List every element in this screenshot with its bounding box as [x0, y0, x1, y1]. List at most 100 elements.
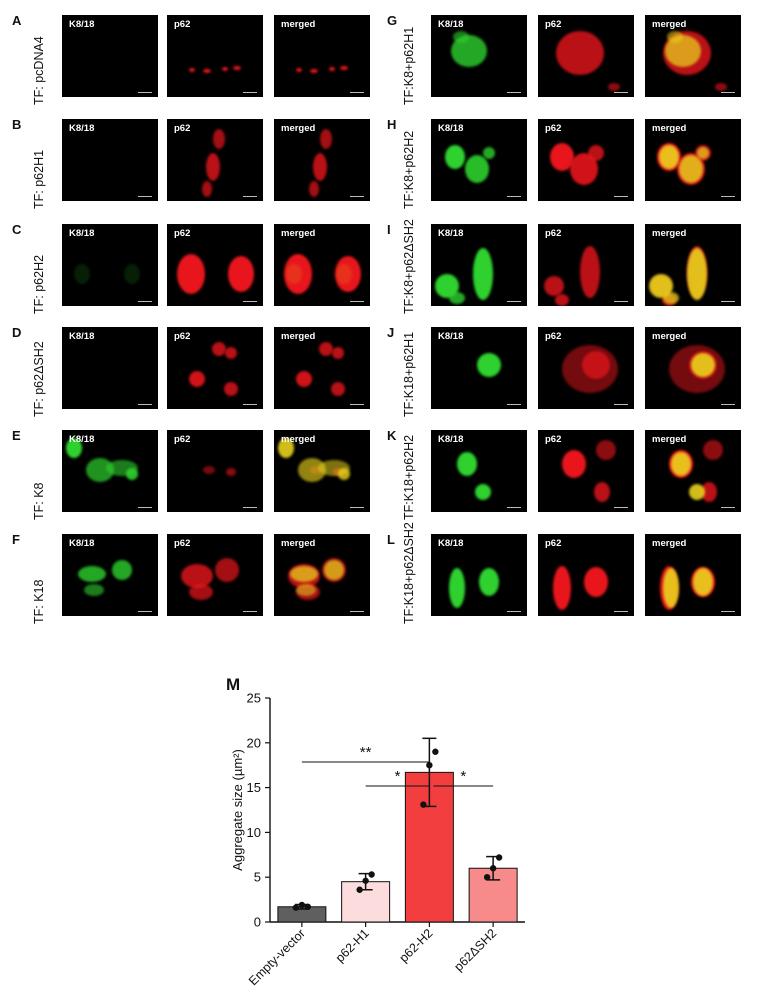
- micrograph-merged: merged: [645, 534, 741, 616]
- scale-bar: [138, 506, 152, 508]
- scale-bar: [507, 610, 521, 612]
- panel-letter: L: [387, 532, 395, 547]
- x-tick-label: p62ΔSH2: [451, 926, 499, 974]
- panel-letter: I: [387, 222, 391, 237]
- channel-label: K8/18: [69, 434, 95, 445]
- channel-label: K8/18: [438, 123, 464, 134]
- micrograph-signal: [445, 145, 495, 183]
- scale-bar: [614, 91, 628, 93]
- scale-bar: [507, 506, 521, 508]
- micrograph-signal: [544, 246, 600, 306]
- channel-label: K8/18: [438, 19, 464, 30]
- micrograph-red: p62: [538, 430, 634, 512]
- scale-bar: [350, 300, 364, 302]
- y-tick-label: 0: [254, 915, 261, 930]
- micrograph-red: p62: [167, 534, 263, 616]
- micrograph-signal: [669, 440, 723, 502]
- data-point: [483, 874, 491, 881]
- panel-letter: D: [12, 325, 22, 340]
- channel-label: merged: [281, 19, 316, 30]
- micrograph-signal: [553, 566, 608, 610]
- data-point: [489, 865, 497, 872]
- data-point: [420, 801, 427, 808]
- channel-label: merged: [652, 434, 687, 445]
- micrograph-signal: [189, 66, 241, 73]
- micrograph-red: p62: [167, 119, 263, 201]
- data-point: [426, 762, 433, 769]
- channel-label: p62: [545, 538, 562, 549]
- data-point: [356, 886, 363, 893]
- micrograph-signal: [449, 568, 499, 608]
- channel-label: merged: [652, 228, 687, 239]
- scale-bar: [614, 610, 628, 612]
- micrograph-signal: [457, 452, 491, 500]
- channel-label: p62: [174, 331, 191, 342]
- micrograph-green: K8/18: [62, 327, 158, 409]
- micrograph-signal: [451, 31, 487, 67]
- channel-label: p62: [174, 123, 191, 134]
- panel-letter: E: [12, 428, 21, 443]
- scale-bar: [507, 403, 521, 405]
- scale-bar: [507, 91, 521, 93]
- panel-letter: B: [12, 117, 22, 132]
- micrograph-merged: merged: [274, 534, 370, 616]
- scale-bar: [243, 506, 257, 508]
- y-tick-label: 5: [254, 870, 261, 885]
- panel-letter: H: [387, 117, 397, 132]
- x-tick-label: Empty-vector: [246, 926, 308, 988]
- micrograph-merged: merged: [274, 119, 370, 201]
- scale-bar: [243, 300, 257, 302]
- scale-bar: [350, 91, 364, 93]
- micrograph-green: K8/18: [62, 430, 158, 512]
- micrograph-merged: merged: [274, 430, 370, 512]
- micrograph-green: K8/18: [62, 224, 158, 306]
- micrograph-signal: [657, 143, 711, 185]
- micrograph-red: p62: [167, 430, 263, 512]
- micrograph-merged: merged: [645, 430, 741, 512]
- micrograph-green: K8/18: [62, 119, 158, 201]
- data-point: [495, 854, 503, 861]
- data-point: [368, 871, 375, 878]
- channel-label: K8/18: [69, 331, 95, 342]
- scale-bar: [614, 195, 628, 197]
- y-tick-label: 20: [247, 735, 261, 750]
- micrograph-red: p62: [167, 224, 263, 306]
- data-point: [292, 904, 300, 911]
- micrograph-green: K8/18: [431, 15, 527, 97]
- micrograph-green: K8/18: [431, 224, 527, 306]
- micrograph-red: p62: [538, 15, 634, 97]
- micrograph-signal: [181, 558, 239, 600]
- channel-label: K8/18: [438, 228, 464, 239]
- channel-label: p62: [545, 228, 562, 239]
- scale-bar: [507, 195, 521, 197]
- channel-label: p62: [545, 331, 562, 342]
- micrograph-signal: [562, 345, 618, 393]
- channel-label: K8/18: [69, 19, 95, 30]
- channel-label: merged: [281, 434, 316, 445]
- micrograph-green: K8/18: [62, 534, 158, 616]
- scale-bar: [138, 91, 152, 93]
- panel-letter: G: [387, 13, 398, 28]
- scale-bar: [721, 506, 735, 508]
- micrograph-signal: [660, 566, 715, 610]
- micrograph-green: K8/18: [431, 119, 527, 201]
- micrograph-red: p62: [167, 15, 263, 97]
- micrograph-signal: [435, 248, 493, 304]
- channel-label: merged: [281, 123, 316, 134]
- scale-bar: [138, 195, 152, 197]
- channel-label: merged: [652, 19, 687, 30]
- scale-bar: [350, 610, 364, 612]
- channel-label: p62: [545, 123, 562, 134]
- micrograph-red: p62: [538, 224, 634, 306]
- micrograph-green: K8/18: [431, 534, 527, 616]
- significance-label: *: [460, 768, 466, 785]
- panel-letter: M: [226, 675, 240, 694]
- scale-bar: [614, 300, 628, 302]
- micrograph-red: p62: [538, 534, 634, 616]
- micrograph-signal: [550, 143, 604, 185]
- micrograph-merged: merged: [274, 224, 370, 306]
- scale-bar: [721, 91, 735, 93]
- micrograph-signal: [309, 129, 332, 197]
- micrograph-signal: [278, 438, 350, 482]
- scale-bar: [614, 403, 628, 405]
